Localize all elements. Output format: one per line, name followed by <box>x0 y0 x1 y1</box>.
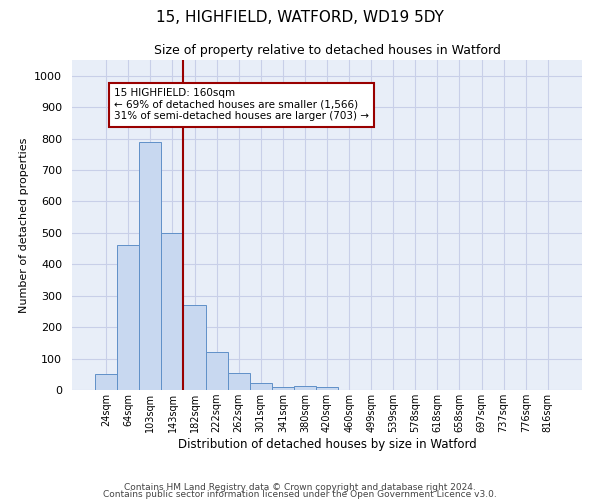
Title: Size of property relative to detached houses in Watford: Size of property relative to detached ho… <box>154 44 500 58</box>
Text: 15, HIGHFIELD, WATFORD, WD19 5DY: 15, HIGHFIELD, WATFORD, WD19 5DY <box>156 10 444 25</box>
Bar <box>250 383 272 390</box>
Bar <box>294 386 316 390</box>
Bar <box>184 305 206 390</box>
Bar <box>95 374 117 390</box>
Bar <box>139 142 161 390</box>
Y-axis label: Number of detached properties: Number of detached properties <box>19 138 29 312</box>
Bar <box>227 372 250 390</box>
Text: 15 HIGHFIELD: 160sqm
← 69% of detached houses are smaller (1,566)
31% of semi-de: 15 HIGHFIELD: 160sqm ← 69% of detached h… <box>114 88 369 122</box>
Bar <box>161 233 184 390</box>
Bar <box>206 352 227 390</box>
Bar <box>316 387 338 390</box>
Text: Contains public sector information licensed under the Open Government Licence v3: Contains public sector information licen… <box>103 490 497 499</box>
Bar <box>272 387 294 390</box>
Text: Contains HM Land Registry data © Crown copyright and database right 2024.: Contains HM Land Registry data © Crown c… <box>124 484 476 492</box>
Bar <box>117 246 139 390</box>
X-axis label: Distribution of detached houses by size in Watford: Distribution of detached houses by size … <box>178 438 476 451</box>
